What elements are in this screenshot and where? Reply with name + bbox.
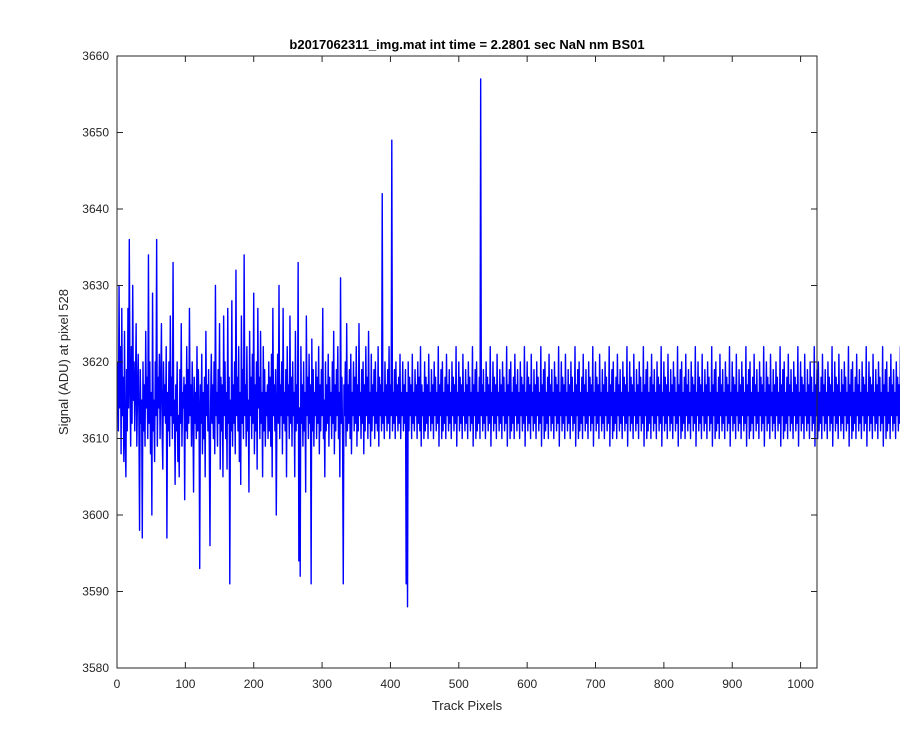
- x-tick-label: 200: [244, 677, 264, 691]
- y-tick-label: 3580: [82, 661, 109, 675]
- y-tick-label: 3650: [82, 126, 109, 140]
- plot-area: [117, 56, 817, 668]
- y-tick-label: 3640: [82, 202, 109, 216]
- y-tick-label: 3600: [82, 508, 109, 522]
- y-tick-label: 3590: [82, 585, 109, 599]
- y-tick-label: 3610: [82, 432, 109, 446]
- x-tick-label: 900: [722, 677, 742, 691]
- series-layer: [116, 78, 900, 608]
- plot-frame: [116, 55, 818, 669]
- y-axis-label: Signal (ADU) at pixel 528: [56, 289, 71, 435]
- x-tick-label: 700: [586, 677, 606, 691]
- series-line-0: [116, 78, 900, 608]
- y-tick-label: 3630: [82, 279, 109, 293]
- y-tick-label: 3620: [82, 355, 109, 369]
- x-tick-label: 0: [114, 677, 121, 691]
- x-tick-label: 1000: [787, 677, 814, 691]
- chart-title: b2017062311_img.mat int time = 2.2801 se…: [289, 37, 644, 52]
- x-tick-label: 600: [517, 677, 537, 691]
- y-tick-label: 3660: [82, 49, 109, 63]
- x-tick-label: 300: [312, 677, 332, 691]
- x-axis-ticks: 0 100 200 300 400 500 600 700 800 900 1000: [114, 56, 814, 691]
- x-tick-label: 500: [449, 677, 469, 691]
- x-tick-label: 800: [654, 677, 674, 691]
- x-tick-label: 100: [175, 677, 195, 691]
- x-axis-label: Track Pixels: [432, 698, 503, 713]
- x-tick-label: 400: [380, 677, 400, 691]
- y-axis-ticks: 3580 3590 3600 3610 3620 3630 3640 3650 3660: [82, 49, 817, 675]
